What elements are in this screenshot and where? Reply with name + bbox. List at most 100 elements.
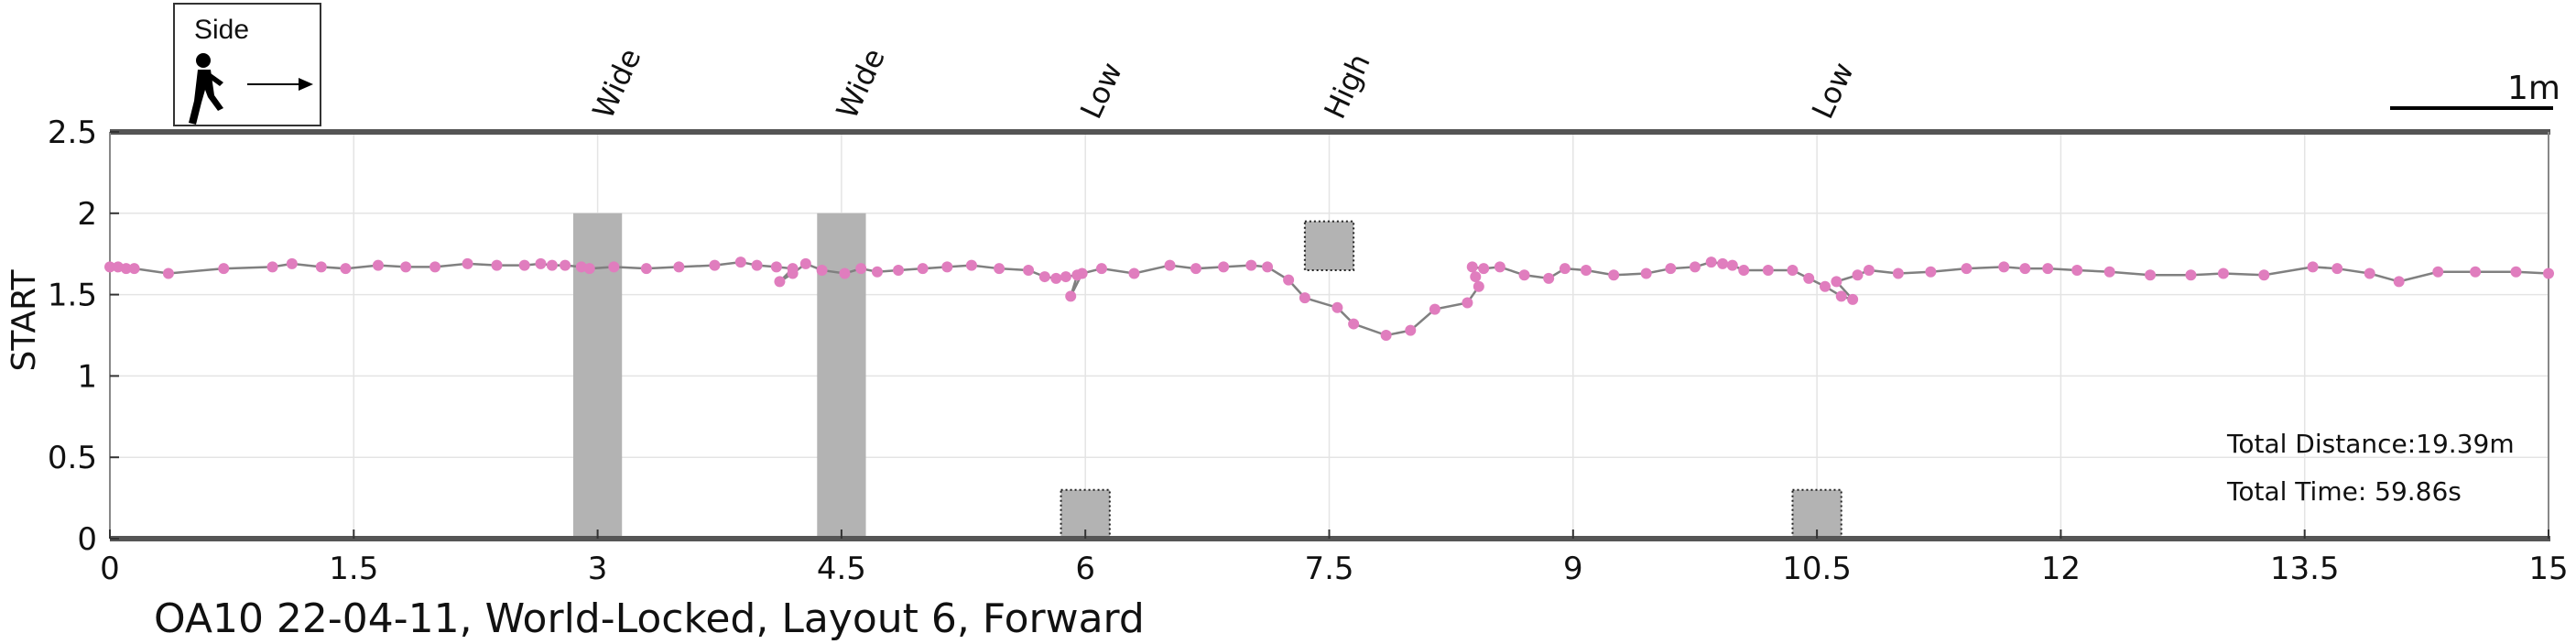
trajectory-point: [917, 263, 929, 275]
trajectory-point: [1689, 261, 1701, 273]
trajectory-point: [1819, 280, 1831, 292]
y-tick-labels: 0 0.5 1 1.5 2 2.5: [48, 115, 97, 558]
walking-person-icon: [189, 53, 223, 125]
trajectory-point: [2071, 264, 2083, 276]
trajectory-point: [2258, 269, 2270, 281]
trajectory-point: [2470, 266, 2482, 278]
trajectory-point: [1380, 330, 1392, 341]
trajectory-point: [787, 267, 799, 279]
trajectory-point: [2331, 263, 2343, 275]
trajectory-point: [120, 263, 132, 275]
trajectory-point: [1892, 267, 1904, 279]
trajectory-point: [162, 267, 174, 279]
trajectory-point: [1640, 267, 1652, 279]
trajectory-point: [1218, 261, 1230, 273]
trajectory-point: [128, 263, 140, 275]
y-tick-label: 2: [77, 196, 97, 233]
trajectory-point: [1705, 257, 1717, 268]
trajectory-point: [734, 257, 746, 268]
x-tick-label: 7.5: [1304, 551, 1353, 587]
trajectory-point: [1128, 267, 1140, 279]
total-time: Total Time: 59.86s: [2226, 476, 2462, 507]
trajectory-point: [709, 259, 721, 271]
trajectory-point: [583, 263, 595, 275]
trajectory-point: [871, 266, 883, 278]
trajectory-point: [429, 261, 441, 273]
trajectory-point: [941, 261, 953, 273]
obstacle-label-0: Wide: [585, 43, 647, 124]
trajectory-point: [1559, 263, 1571, 275]
trajectory-point: [2019, 263, 2031, 275]
trajectory-point: [965, 259, 977, 271]
trajectory-point: [608, 261, 620, 273]
trajectory-point: [1283, 274, 1295, 286]
side-view-label: Side: [194, 15, 249, 45]
trajectory-point: [770, 261, 782, 273]
trajectory-point: [1405, 324, 1417, 336]
trajectory-point: [1470, 271, 1482, 283]
trajectory-point: [1478, 263, 1490, 275]
y-tick-label: 1.5: [48, 278, 97, 314]
y-tick-label: 0: [77, 521, 97, 558]
y-tick-label: 2.5: [48, 115, 97, 151]
trajectory-point: [1164, 259, 1176, 271]
y-axis-label: START: [5, 268, 43, 371]
trajectory-point: [2145, 269, 2157, 281]
trajectory-point: [1762, 264, 1774, 276]
trajectory-point: [400, 261, 412, 273]
trajectory-point: [2364, 267, 2375, 279]
trajectory-point: [1429, 303, 1440, 315]
trajectory-point: [218, 263, 230, 275]
trajectory-point: [839, 267, 851, 279]
trajectory-point: [2307, 261, 2319, 273]
x-tick-label: 15: [2528, 551, 2568, 587]
trajectory-point: [1065, 290, 1077, 302]
trajectory-point: [1831, 276, 1842, 288]
x-tick-label: 10.5: [1782, 551, 1852, 587]
trajectory-point: [2103, 266, 2115, 278]
trajectory-point: [751, 259, 763, 271]
trajectory-point: [1852, 269, 1864, 281]
grid-lines: [110, 132, 2549, 539]
x-tick-label: 4.5: [817, 551, 866, 587]
trajectory-point: [104, 261, 115, 273]
obstacle-labels: Wide Wide Low High Low: [585, 43, 1861, 124]
x-tick-label: 13.5: [2270, 551, 2340, 587]
trajectory-point: [1581, 264, 1592, 276]
trajectory-point: [799, 257, 811, 269]
side-view-box: Side: [173, 3, 321, 126]
trajectory-point: [2042, 263, 2054, 275]
trajectory-point: [1023, 264, 1035, 276]
trajectory-point: [1190, 263, 1201, 275]
x-tick-label: 1.5: [329, 551, 378, 587]
trajectory-point: [2543, 267, 2554, 279]
trajectory-point: [1245, 259, 1257, 271]
direction-arrow-icon: [247, 78, 313, 91]
trajectory-point: [1095, 263, 1107, 275]
scale-bar-label: 1m: [2507, 70, 2560, 107]
trajectory-point: [1462, 297, 1473, 309]
trajectory-point: [2185, 269, 2197, 281]
trajectory-point: [112, 261, 124, 273]
trajectory-point: [491, 259, 503, 271]
trajectory-point: [893, 264, 905, 276]
trajectory-point: [1050, 272, 1062, 284]
trajectory-point: [994, 263, 1005, 275]
trajectory-point: [462, 257, 473, 269]
trajectory-point: [1961, 263, 1973, 275]
scale-bar: 1m: [2390, 70, 2560, 110]
trajectory-point: [673, 261, 685, 273]
trajectory-point: [774, 276, 786, 288]
trajectory-point: [1717, 257, 1729, 269]
trajectory-point: [546, 259, 558, 271]
trajectory-point: [1787, 264, 1799, 276]
trajectory-point: [575, 261, 587, 273]
obstacle-label-1: Wide: [830, 43, 892, 124]
trajectory-point: [372, 259, 384, 271]
trajectory-point: [1738, 264, 1750, 276]
trajectory-point: [1863, 264, 1875, 276]
trajectory-point: [640, 263, 652, 275]
trajectory-point: [1835, 290, 1847, 302]
trajectory-point: [560, 259, 571, 271]
trajectory-point: [518, 259, 530, 271]
